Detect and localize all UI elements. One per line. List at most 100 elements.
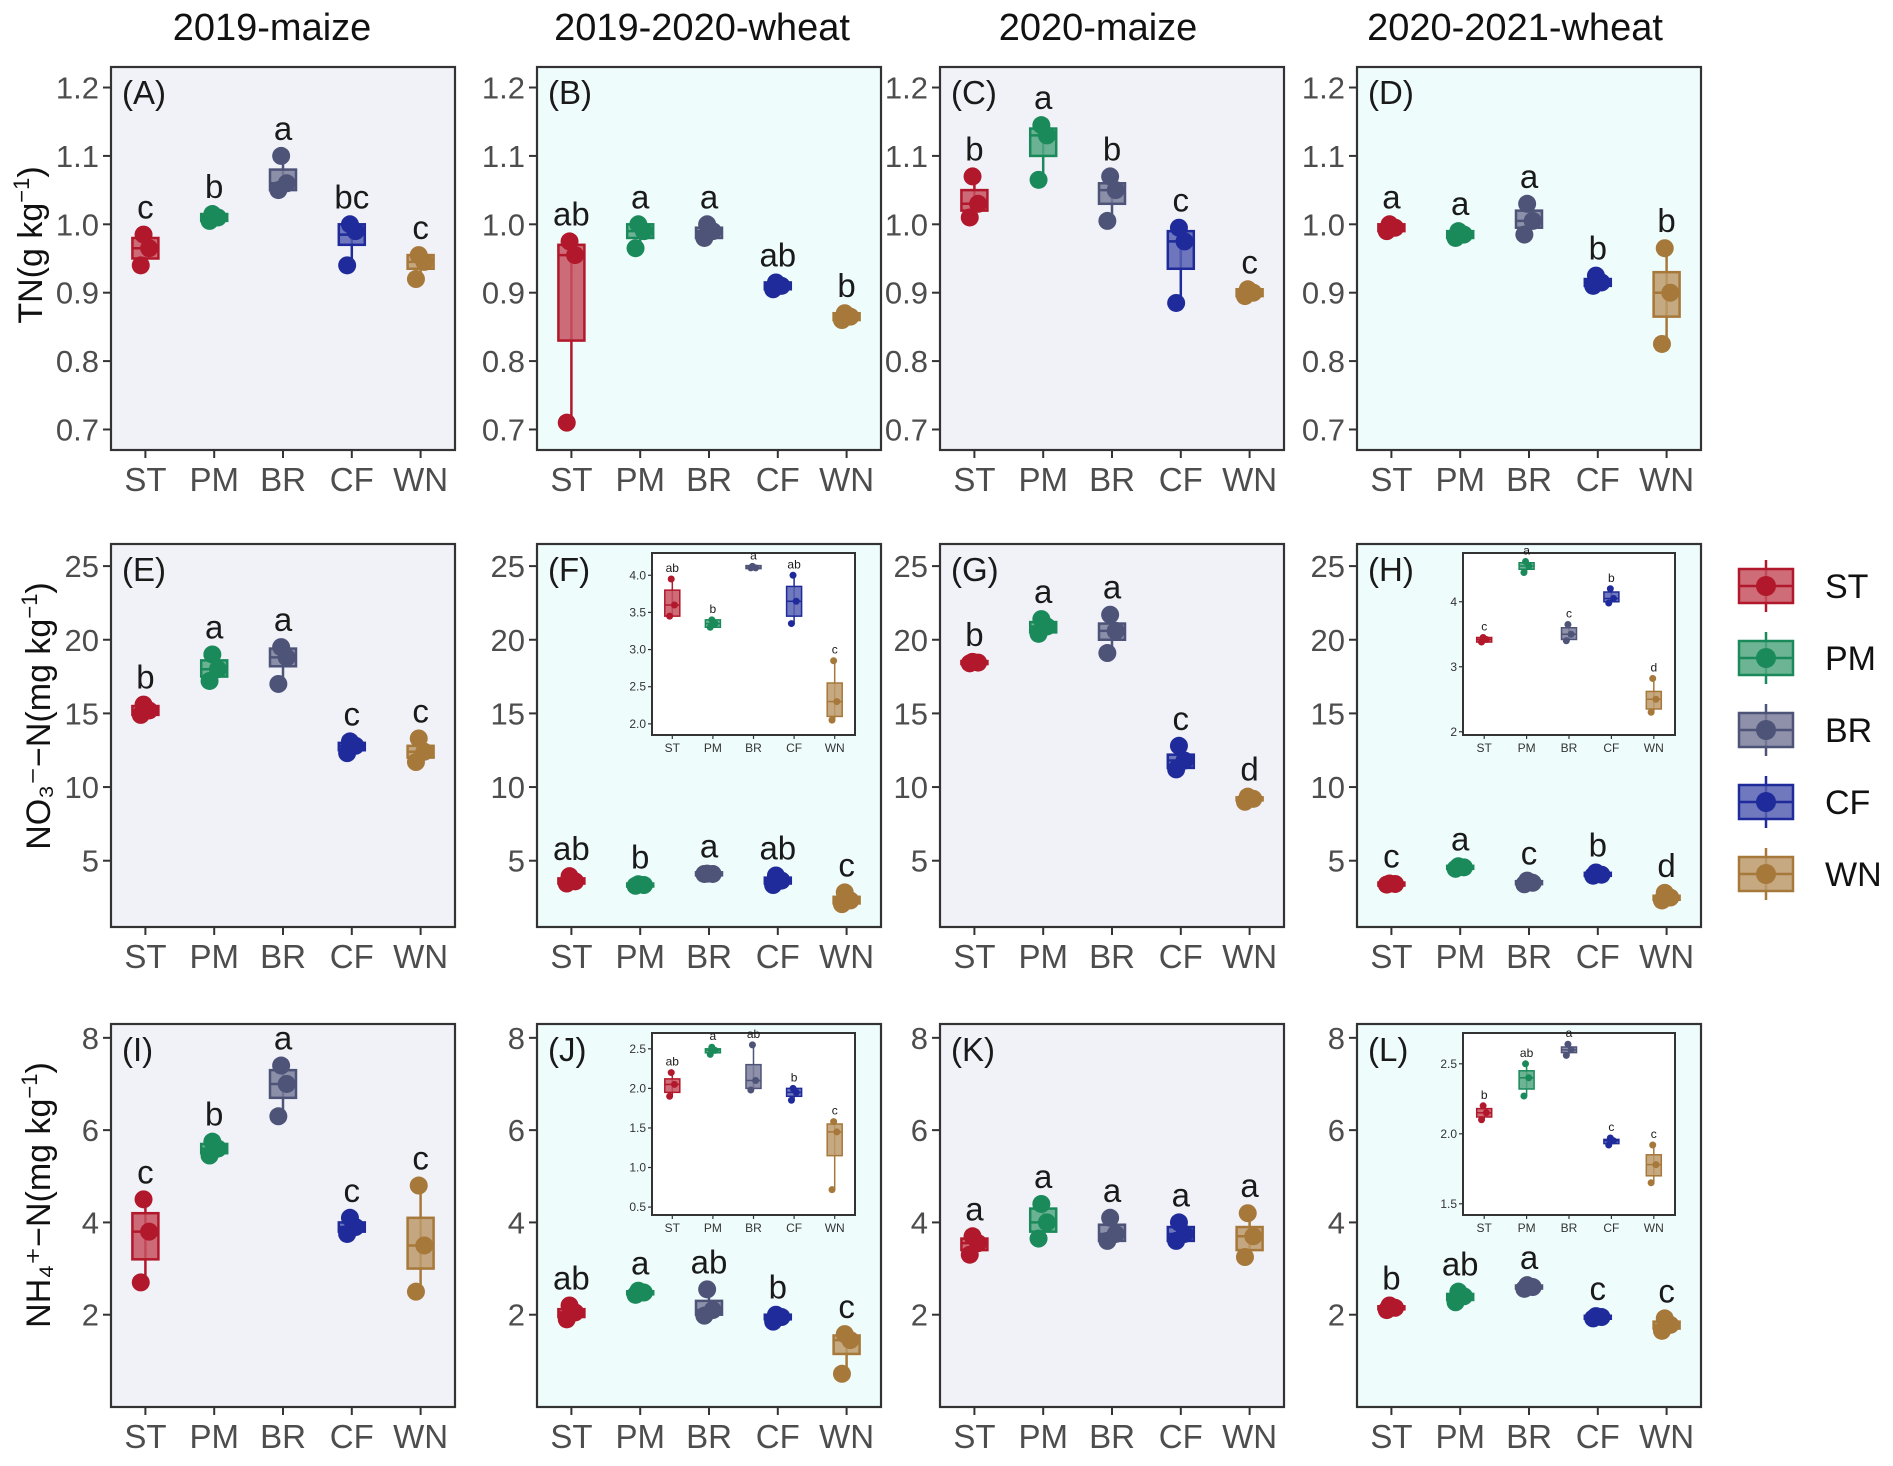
y-tick-label-g: 20: [894, 623, 928, 658]
inset-x-tick-label-h: CF: [1603, 741, 1619, 755]
mark-e-group-st: b: [131, 659, 160, 724]
inset-mark-f-point-st: [666, 612, 674, 620]
mark-e-letter-pm: a: [205, 608, 224, 645]
inset-mark-f-group-wn: c: [826, 643, 843, 724]
mark-j-group-st: ab: [553, 1259, 590, 1329]
mark-b-group-br: a: [694, 178, 724, 247]
y-tick-label-h: 15: [1311, 696, 1345, 731]
x-tick-label-g: ST: [953, 938, 995, 975]
legend-key-br: BR: [1737, 704, 1872, 756]
mark-h-point-wn: [1655, 883, 1674, 902]
mark-b-letter-wn: b: [837, 267, 855, 304]
inset-mark-l-letter-br: a: [1566, 1026, 1573, 1040]
inset-mark-h-letter-pm: a: [1523, 543, 1530, 557]
mark-i-group-wn: c: [406, 1140, 435, 1301]
inset-frame-l: [1462, 1032, 1676, 1216]
y-tick-label-d: 1.1: [1302, 139, 1345, 174]
mark-c-point-pm: [1029, 170, 1048, 189]
mark-k-point-br: [1106, 1224, 1125, 1243]
inset-mark-f-group-st: ab: [664, 561, 681, 620]
mark-l-point-pm: [1449, 1282, 1468, 1301]
y-tick-label-f: 10: [491, 770, 525, 805]
inset-mark-h-group-st: c: [1475, 620, 1493, 646]
inset-mark-j-group-cf: b: [785, 1070, 803, 1104]
mark-l-group-pm: ab: [1442, 1246, 1479, 1312]
mark-e-letter-st: b: [136, 659, 154, 696]
y-tick-label-i: 2: [82, 1298, 99, 1333]
mark-f-point-br: [698, 864, 717, 883]
y-tick-label-j: 2: [508, 1298, 525, 1333]
mark-g-letter-st: b: [965, 616, 983, 653]
y-tick-label-b: 1.2: [482, 71, 525, 106]
mark-g-point-br: [1101, 605, 1120, 624]
mark-a-point-cf: [338, 256, 357, 275]
mark-i-letter-pm: b: [205, 1096, 223, 1133]
inset-mark-j-point-br: [752, 1076, 760, 1084]
inset-mark-h-point-cf: [1606, 585, 1614, 593]
inset-y-tick-label-j: 2.5: [629, 1042, 646, 1056]
inset-y-tick-label-f: 3.0: [629, 643, 646, 657]
y-tick-label-k: 6: [911, 1113, 928, 1148]
mark-h-group-st: c: [1377, 838, 1406, 894]
inset-mark-f-point-st: [670, 601, 678, 609]
mark-c-group-pm: a: [1028, 79, 1058, 189]
inset-mark-j-point-st: [667, 1069, 675, 1077]
mark-c-point-st: [960, 208, 979, 227]
x-tick-label-a: BR: [260, 461, 306, 498]
x-tick-label-d: CF: [1576, 461, 1620, 498]
x-tick-label-b: PM: [615, 461, 665, 498]
inset-mark-j-letter-wn: c: [832, 1104, 838, 1118]
x-tick-label-j: PM: [615, 1418, 665, 1455]
mark-l-point-wn: [1655, 1309, 1674, 1328]
mark-i-group-pm: b: [199, 1096, 229, 1165]
inset-y-tick-label-l: 1.5: [1440, 1197, 1457, 1211]
mark-k-letter-wn: a: [1240, 1167, 1259, 1204]
inset-x-tick-label-j: PM: [704, 1221, 722, 1235]
mark-h-letter-st: c: [1383, 838, 1400, 875]
mark-d-letter-pm: a: [1451, 185, 1470, 222]
y-label-nh4: NH₄⁺−N(mg kg−1): [17, 1062, 58, 1328]
mark-e-point-br: [269, 674, 288, 693]
legend-key-st: ST: [1737, 560, 1868, 612]
mark-g-group-cf: c: [1166, 700, 1196, 779]
mark-l-group-wn: c: [1652, 1272, 1681, 1340]
mark-c-point-br: [1098, 211, 1117, 230]
x-tick-label-j: CF: [756, 1418, 800, 1455]
mark-f-group-st: ab: [553, 830, 590, 893]
mark-g-group-st: b: [960, 616, 989, 673]
y-tick-label-i: 4: [82, 1205, 99, 1240]
mark-b-group-cf: ab: [759, 236, 796, 299]
inset-x-tick-label-f: BR: [745, 741, 762, 755]
mark-i-letter-st: c: [137, 1153, 154, 1190]
mark-k-group-cf: a: [1166, 1176, 1196, 1250]
column-titles: 2019-maize 2019-2020-wheat 2020-maize 20…: [173, 7, 1664, 49]
mark-a-point-wn: [406, 270, 425, 289]
mark-i-group-br: a: [268, 1020, 298, 1126]
y-tick-label-g: 25: [894, 549, 928, 584]
inset-mark-l-group-cf: c: [1603, 1120, 1620, 1149]
y-tick-label-c: 1.1: [885, 139, 928, 174]
x-tick-label-k: ST: [953, 1418, 995, 1455]
mark-k-point-cf: [1169, 1213, 1188, 1232]
panel-b: 0.7 0.8 0.9 1.0 1.1 1.2 ST PM BR CF WN (B) ab a a ab b: [482, 65, 883, 498]
x-tick-label-i: ST: [124, 1418, 166, 1455]
inset-mark-l-group-pm: ab: [1518, 1046, 1535, 1100]
mark-h-group-wn: d: [1652, 847, 1681, 910]
mark-i-letter-cf: c: [344, 1172, 361, 1209]
legend-key-pm: PM: [1737, 632, 1876, 684]
inset-mark-l-point-wn: [1649, 1141, 1657, 1149]
y-tick-label-f: 15: [491, 696, 525, 731]
x-tick-label-d: PM: [1435, 461, 1485, 498]
panels: 0.70.80.91.01.11.2ST PM BR CF WN(A)cbabcc0.7…: [56, 65, 1703, 1455]
x-tick-label-j: WN: [819, 1418, 874, 1455]
mark-e-point-cf: [340, 732, 359, 751]
mark-k-point-pm: [1037, 1213, 1056, 1232]
mark-a-point-wn: [409, 246, 428, 265]
y-tick-label-a: 0.8: [56, 344, 99, 379]
y-label-no3: NO₃⁻−N(mg kg−1): [17, 582, 58, 850]
inset-mark-f-letter-br: a: [750, 548, 757, 562]
x-tick-label-a: WN: [393, 461, 448, 498]
inset-y-tick-label-j: 1.0: [629, 1161, 646, 1175]
